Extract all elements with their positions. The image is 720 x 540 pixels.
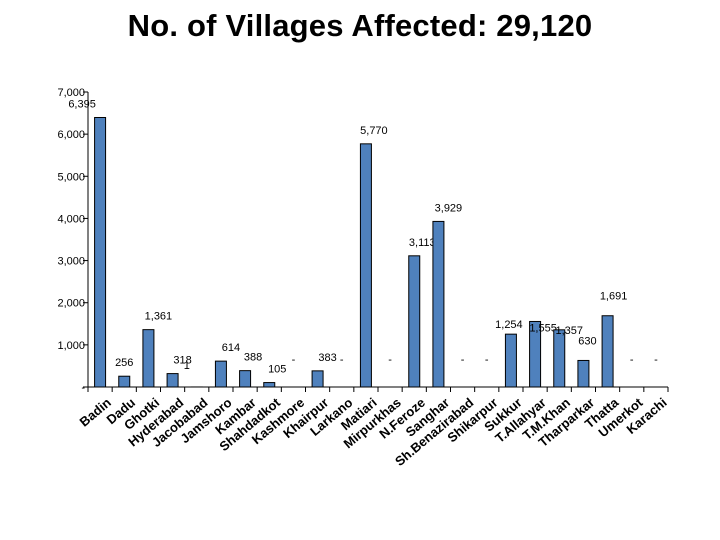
y-tick-label: 3,000 (57, 256, 85, 268)
data-label: 3,929 (435, 202, 463, 214)
data-label: - (654, 354, 658, 366)
y-tick-label: 6,000 (57, 129, 85, 141)
data-label: 1 (184, 360, 190, 372)
data-label: 256 (115, 357, 133, 369)
bar (504, 333, 517, 388)
bar (263, 382, 276, 388)
y-tick-label: - (81, 382, 85, 394)
bar (142, 329, 155, 388)
data-label: - (461, 354, 465, 366)
data-label: 318 (173, 355, 191, 367)
data-label: - (340, 354, 344, 366)
data-label: 1,691 (600, 291, 628, 303)
data-label: 5,770 (360, 125, 388, 137)
data-label: 388 (244, 352, 262, 364)
data-label: 1,254 (495, 319, 523, 331)
bar (359, 143, 372, 388)
data-label: - (630, 354, 634, 366)
y-tick-label: 5,000 (57, 171, 85, 183)
data-label: - (388, 354, 392, 366)
bar (529, 320, 542, 388)
y-tick-label: 1,000 (57, 340, 85, 352)
data-label: 1,555 (529, 322, 557, 334)
y-tick-label: 4,000 (57, 213, 85, 225)
data-label: 1,357 (555, 325, 583, 337)
bar (553, 329, 566, 388)
data-label: 6,395 (68, 98, 96, 110)
bar (94, 116, 107, 388)
data-label: - (292, 354, 296, 366)
data-label: - (485, 354, 489, 366)
bar (577, 359, 590, 388)
data-label: 105 (268, 364, 286, 376)
bar (432, 220, 445, 388)
data-label: 614 (222, 342, 240, 354)
bar (601, 315, 614, 388)
chart-title: No. of Villages Affected: 29,120 (127, 8, 593, 43)
data-label: 1,361 (145, 311, 173, 323)
data-label: 383 (318, 352, 336, 364)
bar (166, 373, 179, 388)
bar (311, 370, 324, 388)
bar (118, 375, 131, 388)
y-tick-label: 2,000 (57, 298, 85, 310)
bar (239, 370, 252, 388)
bar (214, 360, 227, 388)
data-label: 3,113 (409, 237, 436, 249)
data-label: 630 (578, 335, 596, 347)
bar (408, 255, 421, 388)
y-tick-label: 7,000 (57, 87, 85, 99)
